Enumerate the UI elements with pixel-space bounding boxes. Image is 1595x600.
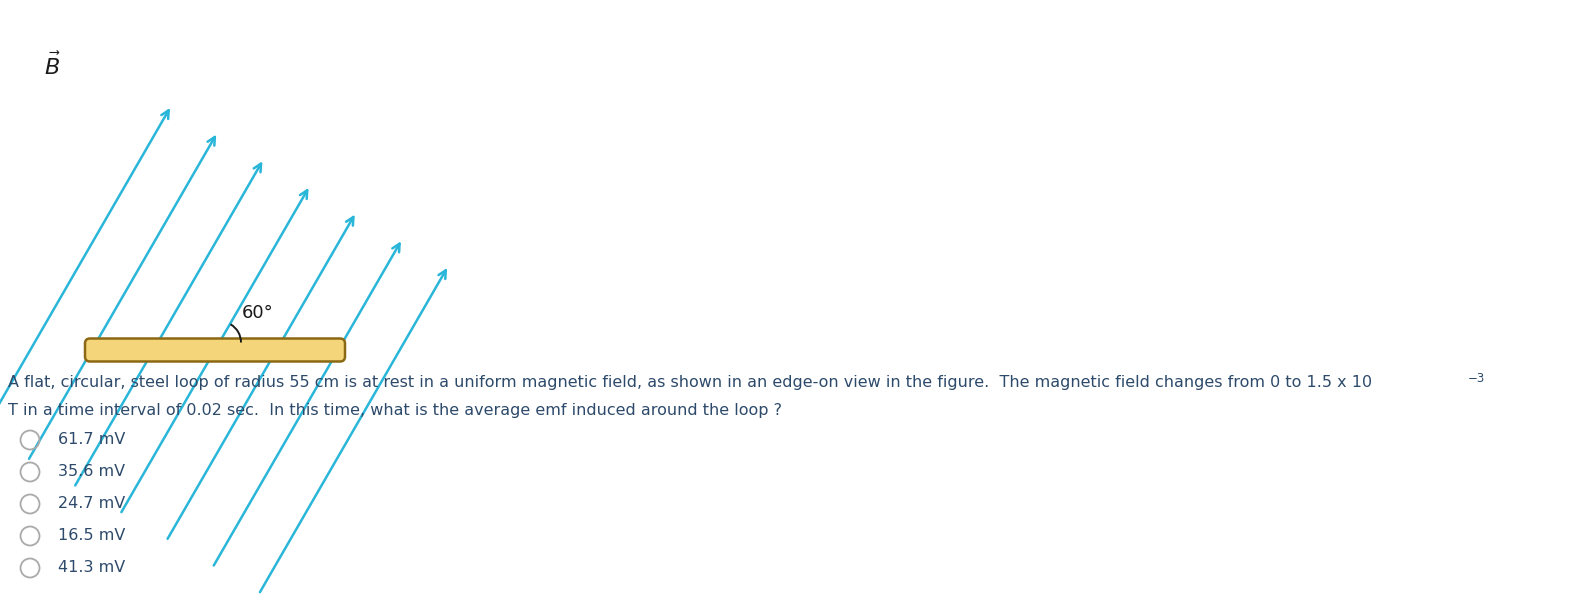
Text: 60°: 60° bbox=[242, 304, 274, 323]
Text: 41.3 mV: 41.3 mV bbox=[57, 560, 126, 575]
FancyBboxPatch shape bbox=[85, 338, 345, 361]
Text: $\vec{B}$: $\vec{B}$ bbox=[43, 52, 61, 79]
Text: 24.7 mV: 24.7 mV bbox=[57, 496, 126, 511]
Text: 35.6 mV: 35.6 mV bbox=[57, 464, 124, 479]
Text: 61.7 mV: 61.7 mV bbox=[57, 433, 126, 448]
Text: T in a time interval of 0.02 sec.  In this time, what is the average emf induced: T in a time interval of 0.02 sec. In thi… bbox=[8, 403, 782, 418]
Text: −3: −3 bbox=[1467, 372, 1485, 385]
Text: A flat, circular, steel loop of radius 55 cm is at rest in a uniform magnetic fi: A flat, circular, steel loop of radius 5… bbox=[8, 375, 1372, 390]
Text: 16.5 mV: 16.5 mV bbox=[57, 529, 126, 544]
